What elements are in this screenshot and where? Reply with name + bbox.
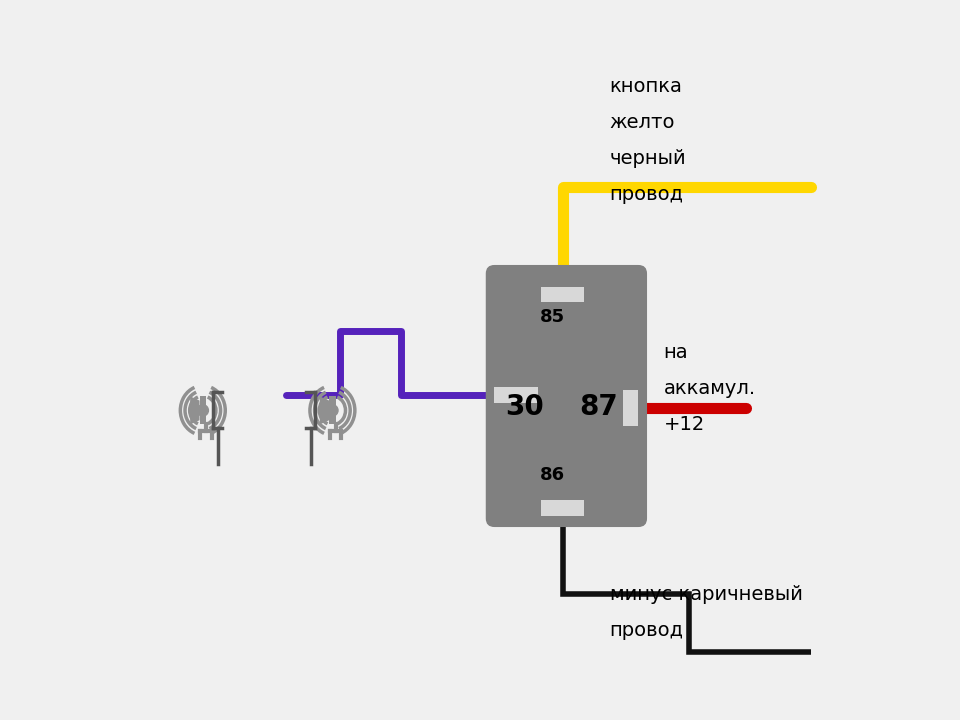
Text: кнопка: кнопка	[610, 77, 683, 96]
FancyBboxPatch shape	[486, 265, 647, 527]
Bar	[494, 387, 538, 403]
Polygon shape	[190, 397, 200, 425]
Text: провод: провод	[610, 185, 684, 204]
Bar	[541, 287, 585, 302]
Text: 85: 85	[540, 308, 564, 325]
Text: 30: 30	[505, 393, 544, 420]
Text: 87: 87	[580, 393, 618, 420]
Text: +12: +12	[663, 415, 705, 434]
Text: на: на	[663, 343, 688, 362]
Text: минус каричневый: минус каричневый	[610, 585, 803, 603]
Polygon shape	[320, 397, 329, 425]
Text: 86: 86	[540, 467, 564, 484]
Bar	[541, 500, 585, 516]
Circle shape	[326, 405, 338, 416]
Polygon shape	[200, 397, 206, 425]
Text: черный: черный	[610, 149, 686, 168]
Polygon shape	[329, 397, 336, 425]
Text: желто: желто	[610, 113, 675, 132]
Circle shape	[197, 405, 208, 416]
Bar	[622, 390, 638, 426]
Text: провод: провод	[610, 621, 684, 639]
Text: аккамул.: аккамул.	[663, 379, 756, 398]
